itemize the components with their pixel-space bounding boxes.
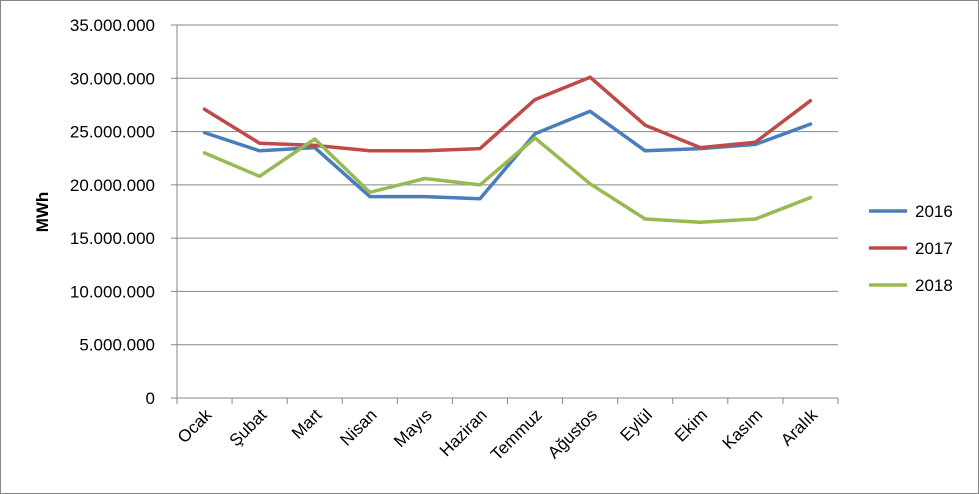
y-tick-label: 25.000.000 <box>70 123 155 142</box>
x-tick-label: Ocak <box>174 405 216 447</box>
legend-item-2016: 2016 <box>869 202 953 221</box>
legend-label: 2018 <box>915 276 953 295</box>
x-tick-labels: Ocak Şubat Mart Nisan Mayıs HaziranTemmuzAğus… <box>174 398 839 464</box>
y-tick-label: 0 <box>146 389 155 408</box>
x-tick-label: Kasım <box>719 405 767 453</box>
series-lines <box>202 75 813 224</box>
y-tick-label: 30.000.000 <box>70 69 155 88</box>
x-tick-label: Mayıs <box>390 405 435 450</box>
series-line-2017 <box>202 75 813 153</box>
x-tick-label: Eylül <box>617 405 656 444</box>
y-tick-label: 15.000.000 <box>70 229 155 248</box>
legend-item-2018: 2018 <box>869 276 953 295</box>
y-axis-label: MWh <box>33 192 52 233</box>
x-tick-label: Mart <box>288 405 326 443</box>
y-tick-label: 5.000.000 <box>79 336 155 355</box>
y-tick-label: 35.000.000 <box>70 16 155 35</box>
x-tick-label: Nisan <box>336 405 380 449</box>
x-tick-label: Aralık <box>777 405 822 450</box>
legend-item-2017: 2017 <box>869 239 953 258</box>
legend-label: 2017 <box>915 239 953 258</box>
y-tick-label: 10.000.000 <box>70 282 155 301</box>
x-tick-label: Ağustos <box>544 405 601 462</box>
legend: 2016 2017 2018 <box>869 202 953 295</box>
legend-label: 2016 <box>915 202 953 221</box>
y-tick-labels: 0 5.000.000 10.000.000 15.000.000 20.000.000… <box>70 16 177 408</box>
series-line-2018 <box>202 136 813 224</box>
x-tick-label: Şubat <box>226 405 271 450</box>
y-tick-label: 20.000.000 <box>70 176 155 195</box>
x-tick-label: Haziran <box>436 405 491 460</box>
x-tick-label: Temmuz <box>487 405 546 464</box>
axes <box>176 25 838 399</box>
gridlines <box>177 24 838 346</box>
x-tick-label: Ekim <box>671 405 711 445</box>
